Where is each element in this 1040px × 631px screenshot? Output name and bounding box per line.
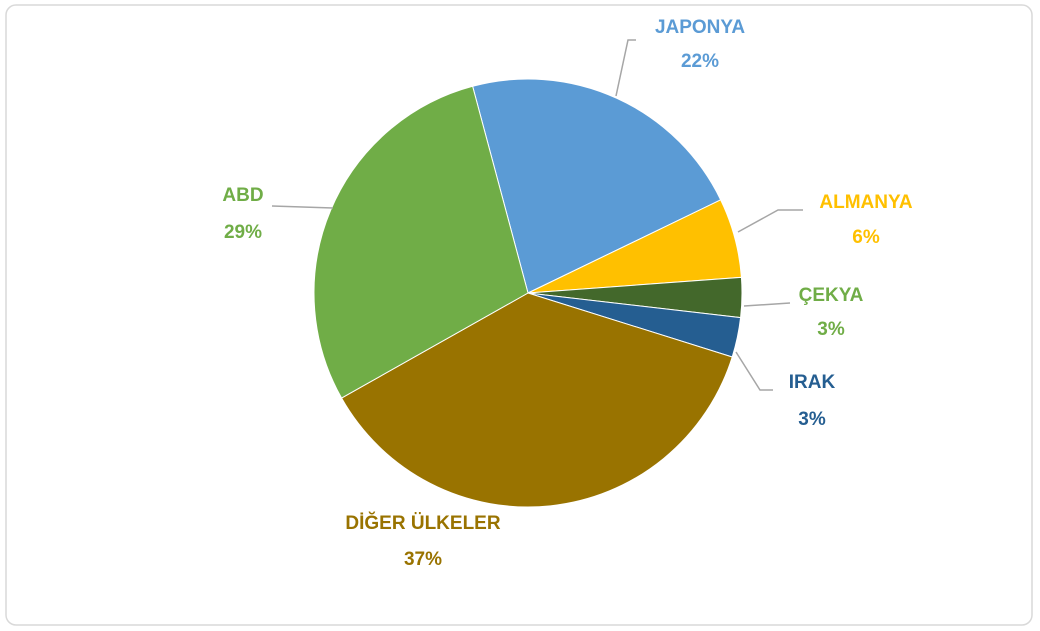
leader-line — [735, 351, 773, 391]
pie-slice — [340, 292, 733, 508]
slice-label: ÇEKYA — [799, 285, 864, 306]
slice-value: 37% — [404, 549, 442, 570]
slice-value: 3% — [798, 409, 826, 430]
slice-value: 22% — [681, 51, 719, 72]
pie-slice — [313, 85, 529, 399]
slice-label: DİĞER ÜLKELER — [345, 512, 500, 534]
slice-label: ABD — [222, 185, 263, 206]
slice-label: IRAK — [789, 372, 836, 393]
slice-value: 3% — [817, 319, 845, 340]
slice-value: 6% — [852, 227, 880, 248]
leader-line — [743, 302, 791, 307]
leader-line — [615, 39, 636, 97]
slice-label: JAPONYA — [655, 17, 745, 38]
leader-line — [737, 209, 803, 233]
slice-value: 29% — [224, 222, 262, 243]
pie-slice — [472, 78, 722, 294]
slice-label: ALMANYA — [819, 192, 913, 213]
leader-line — [271, 205, 334, 209]
